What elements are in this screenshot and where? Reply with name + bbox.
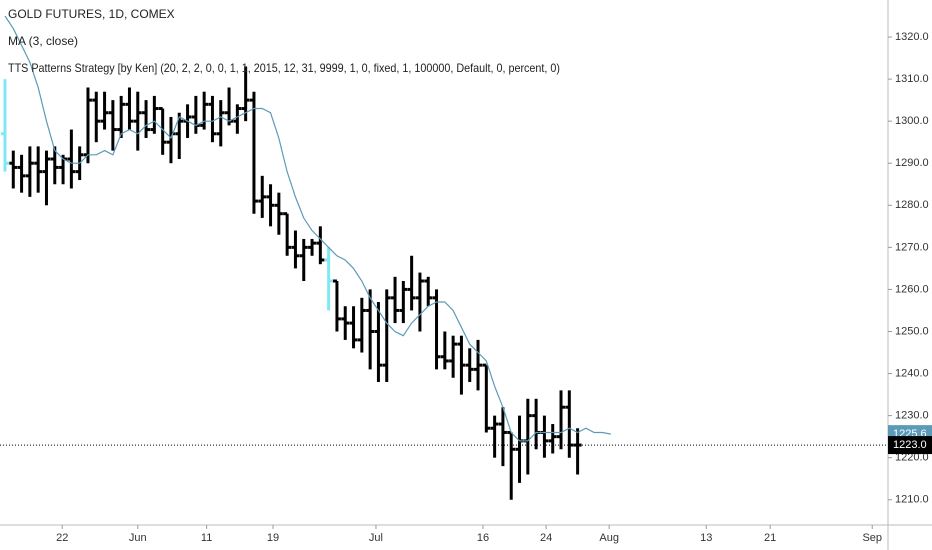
chart-title: GOLD FUTURES, 1D, COMEX bbox=[8, 7, 175, 21]
y-tick-label: 1320.0 bbox=[895, 31, 929, 43]
x-tick-label: 11 bbox=[201, 532, 212, 544]
y-tick-label: 1230.0 bbox=[895, 410, 929, 422]
y-tick-label: 1270.0 bbox=[895, 241, 929, 253]
last-price-label: 1223.0 bbox=[893, 439, 927, 451]
ma-legend: MA (3, close) bbox=[8, 34, 78, 48]
y-tick-label: 1250.0 bbox=[895, 325, 929, 337]
x-tick-label: Aug bbox=[599, 532, 619, 544]
last-price-tag bbox=[888, 436, 932, 455]
x-tick-label: 24 bbox=[540, 532, 552, 544]
y-tick-label: 1220.0 bbox=[895, 452, 929, 464]
y-tick-label: 1280.0 bbox=[895, 199, 929, 211]
indicator-legend: TTS Patterns Strategy [by Ken] (20, 2, 2… bbox=[8, 61, 560, 75]
x-tick-label: 16 bbox=[477, 532, 489, 544]
x-tick-label: 21 bbox=[764, 532, 776, 544]
y-tick-label: 1260.0 bbox=[895, 283, 929, 295]
x-tick-label: 22 bbox=[56, 532, 68, 544]
y-tick-label: 1290.0 bbox=[895, 157, 929, 169]
x-tick-label: 13 bbox=[700, 532, 712, 544]
x-tick-label: Jul bbox=[369, 532, 383, 544]
ma-line bbox=[4, 15, 611, 442]
y-tick-label: 1300.0 bbox=[895, 115, 929, 127]
y-tick-label: 1240.0 bbox=[895, 367, 929, 379]
x-tick-label: Jun bbox=[129, 532, 147, 544]
y-tick-label: 1310.0 bbox=[895, 73, 929, 85]
y-tick-label: 1210.0 bbox=[895, 494, 929, 506]
x-tick-label: Sep bbox=[862, 532, 882, 544]
plot bbox=[0, 15, 888, 500]
x-tick-label: 19 bbox=[267, 532, 279, 544]
